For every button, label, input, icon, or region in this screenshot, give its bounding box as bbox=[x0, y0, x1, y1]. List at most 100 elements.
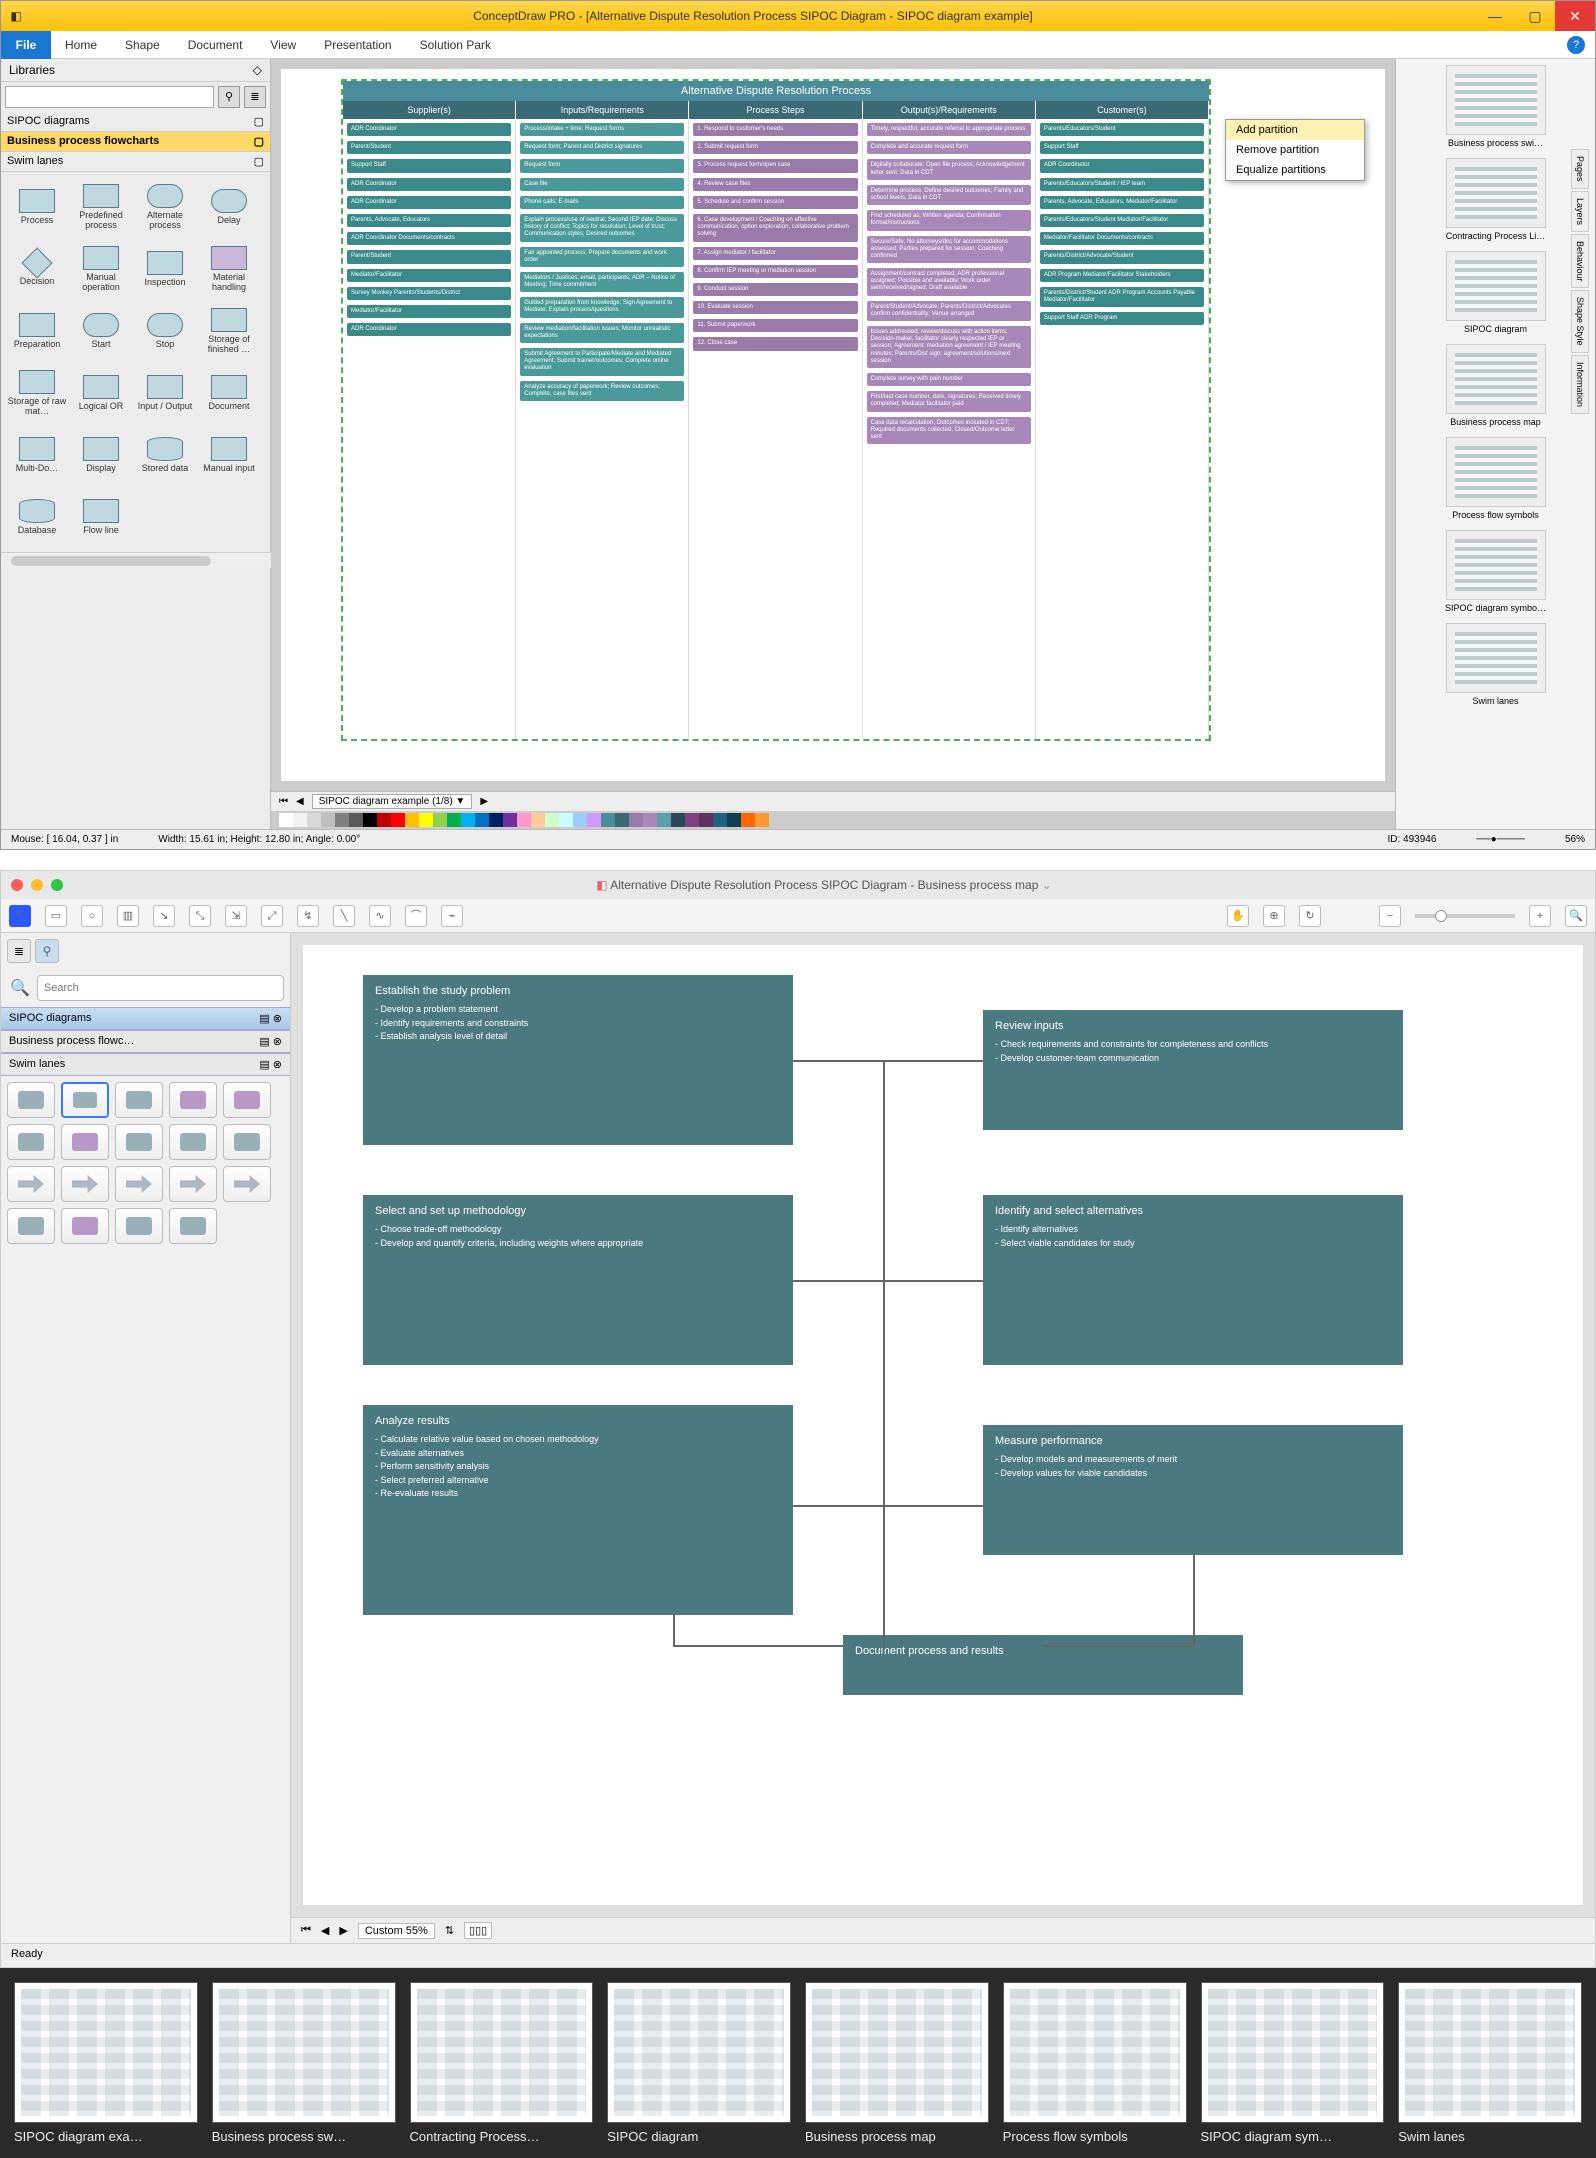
gallery-item[interactable]: SIPOC diagram bbox=[1402, 251, 1589, 334]
zoom-slider[interactable]: ──●──── bbox=[1476, 834, 1525, 845]
sipoc-cell[interactable]: Submit Agreement to Participate/Mediate … bbox=[520, 348, 684, 376]
color-swatch[interactable] bbox=[727, 813, 741, 827]
sipoc-cell[interactable]: Request form bbox=[520, 159, 684, 172]
gallery-item[interactable]: Contracting Process Li… bbox=[1402, 158, 1589, 241]
sipoc-cell[interactable]: Assignment/contract completed; ADR profe… bbox=[867, 268, 1031, 296]
connector-tool-4[interactable]: ⤢ bbox=[261, 905, 283, 927]
polyline-tool[interactable]: ⌁ bbox=[441, 905, 463, 927]
color-swatch[interactable] bbox=[657, 813, 671, 827]
color-bar[interactable] bbox=[271, 811, 1395, 829]
sipoc-cell[interactable]: Parent/Student/Advocate; Parents/Distric… bbox=[867, 301, 1031, 321]
mac-lib-list-button[interactable]: ≣ bbox=[7, 939, 31, 963]
dark-gallery-item[interactable]: Contracting Process… bbox=[410, 1982, 594, 2144]
shape-swatch[interactable] bbox=[169, 1082, 217, 1118]
color-swatch[interactable] bbox=[377, 813, 391, 827]
curve-tool[interactable]: ∿ bbox=[369, 905, 391, 927]
hand-tool[interactable]: ✋ bbox=[1227, 905, 1249, 927]
shape-logical-or[interactable]: Logical OR bbox=[69, 362, 133, 424]
close-button[interactable]: ✕ bbox=[1555, 1, 1595, 31]
color-swatch[interactable] bbox=[293, 813, 307, 827]
search-list-button[interactable]: ≣ bbox=[244, 86, 266, 108]
mac-prev-page[interactable]: ◀ bbox=[321, 1924, 329, 1937]
shape-process[interactable]: Process bbox=[5, 176, 69, 238]
bp-box-b3[interactable]: Select and set up methodologyChoose trad… bbox=[363, 1195, 793, 1365]
shape-swatch[interactable] bbox=[7, 1208, 55, 1244]
connector-tool-3[interactable]: ⇲ bbox=[225, 905, 247, 927]
sipoc-cell[interactable]: 10. Evaluate session bbox=[693, 301, 857, 314]
tab-nav-next[interactable]: ▶ bbox=[480, 796, 488, 807]
sipoc-cell[interactable]: 6. Case development / Coaching on effect… bbox=[693, 214, 857, 242]
libgroup-sipoc[interactable]: SIPOC diagrams▢ bbox=[1, 112, 270, 132]
zoom-in-button[interactable]: + bbox=[1529, 905, 1551, 927]
shape-start[interactable]: Start bbox=[69, 300, 133, 362]
library-search-input[interactable] bbox=[5, 86, 214, 108]
color-swatch[interactable] bbox=[363, 813, 377, 827]
sipoc-cell[interactable]: 9. Conduct session bbox=[693, 283, 857, 296]
libgroup-swim[interactable]: Swim lanes▢ bbox=[1, 152, 270, 172]
shape-document[interactable]: Document bbox=[197, 362, 261, 424]
mac-close-button[interactable] bbox=[11, 879, 23, 891]
sipoc-cell[interactable]: ADR Coordinator Documents/contracts bbox=[347, 232, 511, 245]
color-swatch[interactable] bbox=[489, 813, 503, 827]
libgroup-bpf[interactable]: Business process flowcharts▢ bbox=[1, 132, 270, 152]
sipoc-cell[interactable]: 4. Review case files bbox=[693, 178, 857, 191]
dark-gallery-item[interactable]: SIPOC diagram exa… bbox=[14, 1982, 198, 2144]
color-swatch[interactable] bbox=[671, 813, 685, 827]
mac-minimize-button[interactable] bbox=[31, 879, 43, 891]
shape-predefined-process[interactable]: Predefined process bbox=[69, 176, 133, 238]
sipoc-cell[interactable]: Parent/Student bbox=[347, 250, 511, 263]
shape-preparation[interactable]: Preparation bbox=[5, 300, 69, 362]
color-swatch[interactable] bbox=[447, 813, 461, 827]
shape-swatch[interactable] bbox=[115, 1082, 163, 1118]
shape-swatch[interactable] bbox=[115, 1124, 163, 1160]
color-swatch[interactable] bbox=[517, 813, 531, 827]
shape-manual-operation[interactable]: Manual operation bbox=[69, 238, 133, 300]
dark-gallery-item[interactable]: SIPOC diagram bbox=[607, 1982, 791, 2144]
color-swatch[interactable] bbox=[307, 813, 321, 827]
mac-zoom-stepper[interactable]: ⇅ bbox=[445, 1924, 454, 1937]
menu-presentation[interactable]: Presentation bbox=[310, 31, 405, 59]
mac-first-page[interactable]: ⏮ bbox=[301, 1924, 311, 1937]
shape-swatch[interactable] bbox=[61, 1124, 109, 1160]
dark-gallery-item[interactable]: SIPOC diagram sym… bbox=[1201, 1982, 1385, 2144]
color-swatch[interactable] bbox=[321, 813, 335, 827]
menu-document[interactable]: Document bbox=[174, 31, 257, 59]
shape-swatch[interactable] bbox=[115, 1166, 163, 1202]
sipoc-cell[interactable]: Survey Monkey Parents/Students/District bbox=[347, 287, 511, 300]
sipoc-cell[interactable]: Complete and accurate request form bbox=[867, 141, 1031, 154]
sipoc-cell[interactable]: Phone calls; E-mails bbox=[520, 196, 684, 209]
bp-box-b1[interactable]: Establish the study problemDevelop a pro… bbox=[363, 975, 793, 1145]
mac-lib-search-button[interactable]: ⚲ bbox=[35, 939, 59, 963]
dark-gallery-item[interactable]: Business process map bbox=[805, 1982, 989, 2144]
shape-swatch[interactable] bbox=[61, 1082, 109, 1118]
gallery-item[interactable]: SIPOC diagram symbo… bbox=[1402, 530, 1589, 613]
gallery-item[interactable]: Business process swi… bbox=[1402, 65, 1589, 148]
sipoc-cell[interactable]: 2. Submit request form bbox=[693, 141, 857, 154]
color-swatch[interactable] bbox=[433, 813, 447, 827]
mac-view-buttons[interactable]: ▯▯▯ bbox=[464, 1922, 492, 1939]
sipoc-cell[interactable]: Case data recalculation; Outcomes includ… bbox=[867, 417, 1031, 445]
sipoc-cell[interactable]: Find scheduled as; Written agenda; Confi… bbox=[867, 210, 1031, 230]
line-tool[interactable]: ╲ bbox=[333, 905, 355, 927]
menu-home[interactable]: Home bbox=[51, 31, 111, 59]
shape-delay[interactable]: Delay bbox=[197, 176, 261, 238]
shape-display[interactable]: Display bbox=[69, 424, 133, 486]
mac-zoom-slider[interactable] bbox=[1415, 914, 1515, 918]
sipoc-cell[interactable]: Parent/Student bbox=[347, 141, 511, 154]
tab-nav-prev[interactable]: ◀ bbox=[296, 796, 304, 807]
rect-tool[interactable]: ▭ bbox=[45, 905, 67, 927]
color-swatch[interactable] bbox=[405, 813, 419, 827]
minimize-button[interactable]: — bbox=[1475, 1, 1515, 31]
zoom-out-button[interactable]: − bbox=[1379, 905, 1401, 927]
pin-icon[interactable]: ◇ bbox=[253, 63, 262, 77]
menu-view[interactable]: View bbox=[256, 31, 310, 59]
menu-solution-park[interactable]: Solution Park bbox=[406, 31, 505, 59]
gallery-item[interactable]: Process flow symbols bbox=[1402, 437, 1589, 520]
dark-gallery-item[interactable]: Swim lanes bbox=[1398, 1982, 1582, 2144]
sipoc-cell[interactable]: Mediator/Facilitator bbox=[347, 269, 511, 282]
shape-decision[interactable]: Decision bbox=[5, 238, 69, 300]
sipoc-diagram[interactable]: Alternative Dispute Resolution Process S… bbox=[341, 79, 1211, 741]
sipoc-cell[interactable]: 3. Process request form/open case bbox=[693, 159, 857, 172]
bp-box-b7[interactable]: Document process and results bbox=[843, 1635, 1243, 1695]
color-swatch[interactable] bbox=[419, 813, 433, 827]
